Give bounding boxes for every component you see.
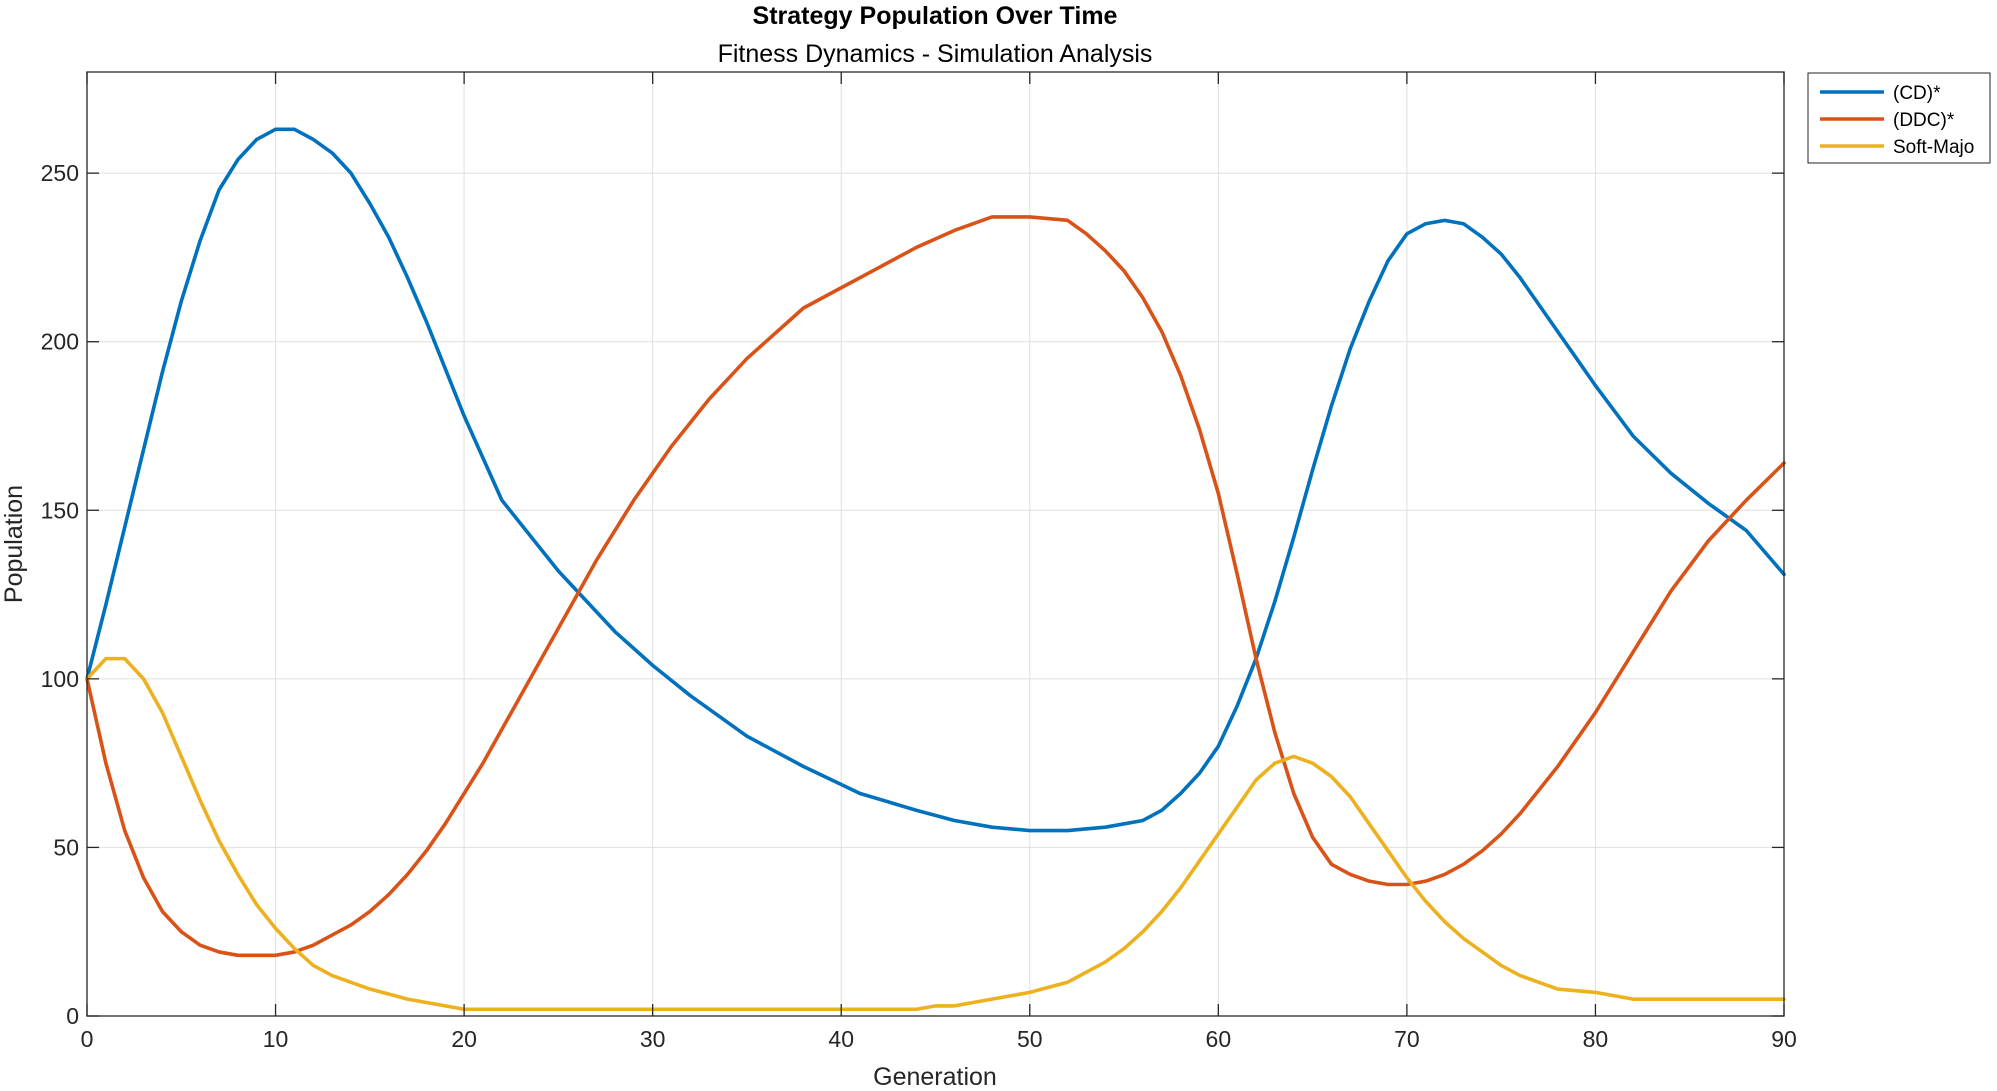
x-tick-label: 60: [1206, 1026, 1232, 1052]
chart-title: Strategy Population Over Time: [753, 2, 1118, 30]
y-tick-label: 250: [41, 160, 79, 186]
y-tick-label: 150: [41, 497, 79, 523]
grid: [87, 72, 1784, 1016]
y-tick-label: 200: [41, 329, 79, 355]
x-tick-label: 70: [1394, 1026, 1420, 1052]
series-layer: [85, 127, 1786, 1012]
legend-label: (DDC)*: [1893, 110, 1955, 131]
y-tick-label: 100: [41, 666, 79, 692]
x-tick-label: 50: [1017, 1026, 1043, 1052]
chart-subtitle: Fitness Dynamics - Simulation Analysis: [718, 40, 1153, 68]
series-line-1: [85, 127, 1786, 833]
plot-area: [87, 72, 1784, 1016]
plot-border: [86, 71, 1785, 1017]
x-tick-label: 20: [451, 1026, 477, 1052]
y-tick-label: 0: [66, 1003, 79, 1029]
x-tick-label: 30: [640, 1026, 666, 1052]
legend: (CD)* (DDC)* Soft-Majo: [1807, 72, 1991, 164]
series-line-3: [85, 656, 1786, 1012]
x-tick-label: 10: [263, 1026, 289, 1052]
y-tick-label: 50: [53, 834, 79, 860]
x-axis-label: Generation: [873, 1063, 997, 1091]
y-axis-label: Population: [0, 485, 28, 603]
x-tick-label: 80: [1583, 1026, 1609, 1052]
legend-label: (CD)*: [1893, 83, 1941, 104]
x-tick-label: 90: [1771, 1026, 1797, 1052]
x-tick-label: 0: [81, 1026, 94, 1052]
legend-label: Soft-Majo: [1893, 137, 1974, 158]
series-line-2: [85, 215, 1786, 958]
x-tick-label: 40: [828, 1026, 854, 1052]
legend-items: (CD)* (DDC)* Soft-Majo: [1820, 83, 1974, 158]
axis-ticks: 0 10 20 30 40 50 60 70 80 90 0 50 100 150 200 250: [41, 72, 1797, 1052]
